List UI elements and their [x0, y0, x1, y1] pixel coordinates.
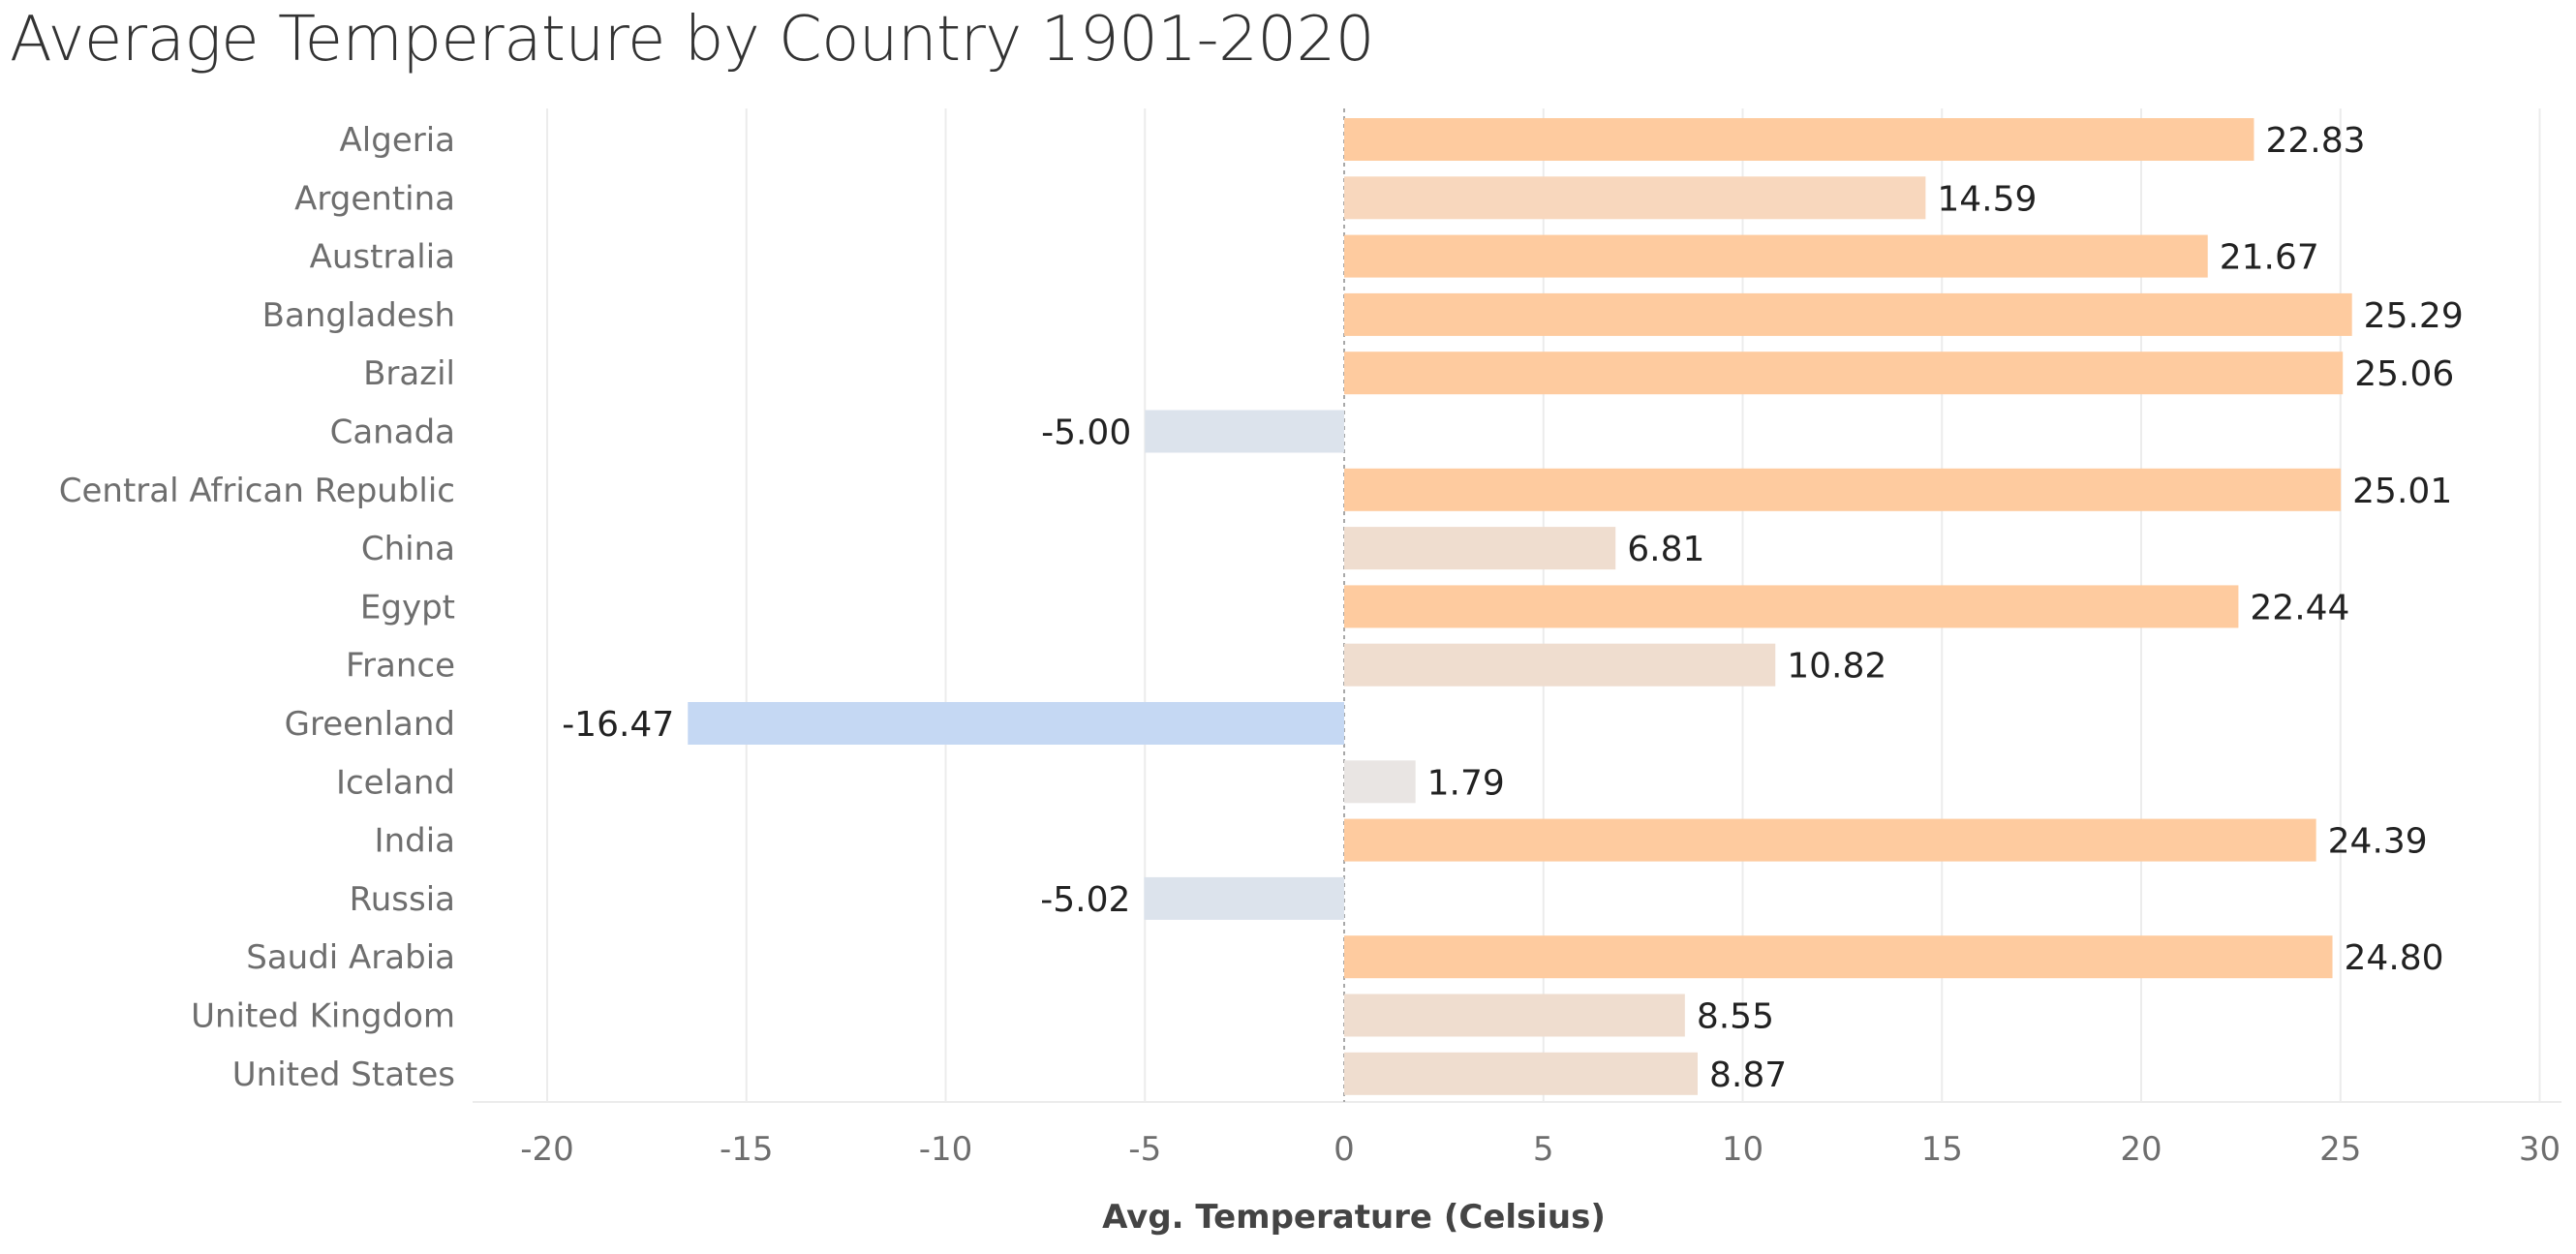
category-label-10: Greenland [285, 705, 455, 744]
bar-8 [1344, 585, 2239, 628]
data-label-13: -5.02 [1040, 880, 1130, 920]
bar-16 [1344, 1052, 1699, 1095]
bar-1 [1344, 176, 1926, 220]
x-tick-label-4: 0 [1334, 1130, 1355, 1169]
bar-15 [1344, 994, 1685, 1037]
bar-12 [1344, 818, 2316, 862]
category-label-5: Canada [330, 413, 455, 452]
bar-14 [1344, 935, 2333, 979]
data-label-9: 10.82 [1787, 647, 1886, 687]
category-label-6: Central African Republic [59, 472, 455, 510]
category-label-14: Saudi Arabia [246, 938, 455, 977]
category-label-4: Brazil [363, 354, 455, 393]
bar-11 [1344, 760, 1416, 804]
category-label-3: Bangladesh [262, 296, 455, 335]
data-label-4: 25.06 [2354, 354, 2454, 394]
category-labels: Algeria Argentina Australia Bangladesh Brazi… [59, 121, 455, 1094]
x-axis-title: Avg. Temperature (Celsius) [1102, 1198, 1606, 1237]
bar-6 [1344, 468, 2342, 511]
x-tick-label-6: 10 [1722, 1130, 1763, 1169]
category-label-15: United Kingdom [191, 997, 455, 1036]
data-label-6: 25.01 [2352, 472, 2452, 511]
bar-7 [1344, 527, 1616, 570]
category-label-16: United States [232, 1055, 455, 1094]
category-label-7: China [361, 530, 455, 568]
category-label-9: France [346, 647, 455, 686]
x-axis-tick-labels: -20 -15 -10 -5 0 5 10 15 20 25 30 [520, 1130, 2561, 1169]
category-label-12: India [375, 822, 455, 861]
data-label-11: 1.79 [1427, 763, 1505, 803]
data-label-16: 8.87 [1709, 1055, 1787, 1095]
data-label-15: 8.55 [1697, 997, 1774, 1037]
x-tick-label-7: 15 [1921, 1130, 1963, 1169]
category-label-2: Australia [310, 238, 455, 277]
data-labels: 22.83 14.59 21.67 25.29 25.06 -5.00 25.01 6.81 2… [562, 121, 2464, 1095]
bar-3 [1344, 292, 2352, 336]
data-label-10: -16.47 [562, 705, 674, 745]
category-label-8: Egypt [360, 588, 455, 627]
category-label-0: Algeria [340, 121, 455, 160]
category-label-1: Argentina [294, 179, 455, 218]
data-label-3: 25.29 [2364, 296, 2464, 336]
bars [688, 118, 2352, 1095]
data-label-2: 21.67 [2220, 238, 2319, 278]
x-tick-label-5: 5 [1533, 1130, 1554, 1169]
bar-10 [688, 702, 1344, 745]
x-tick-label-3: -5 [1128, 1130, 1161, 1169]
category-label-11: Iceland [336, 763, 455, 802]
bar-0 [1344, 118, 2254, 161]
chart-title: Average Temperature by Country 1901-2020 [10, 4, 1374, 76]
x-tick-label-0: -20 [520, 1130, 574, 1169]
bar-4 [1344, 352, 2344, 395]
x-tick-label-1: -15 [720, 1130, 774, 1169]
x-tick-label-2: -10 [919, 1130, 973, 1169]
data-label-5: -5.00 [1041, 413, 1131, 453]
data-label-12: 24.39 [2328, 822, 2428, 862]
bar-5 [1145, 410, 1344, 453]
data-label-0: 22.83 [2265, 121, 2365, 161]
bar-2 [1344, 234, 2208, 278]
x-tick-label-8: 20 [2120, 1130, 2162, 1169]
data-label-1: 14.59 [1937, 179, 2037, 219]
data-label-8: 22.44 [2250, 588, 2349, 627]
x-tick-label-9: 25 [2319, 1130, 2361, 1169]
bar-9 [1344, 643, 1776, 687]
data-label-7: 6.81 [1627, 530, 1704, 569]
x-tick-label-10: 30 [2519, 1130, 2561, 1169]
category-label-13: Russia [350, 880, 455, 919]
bar-13 [1144, 876, 1344, 920]
data-label-14: 24.80 [2345, 938, 2444, 978]
